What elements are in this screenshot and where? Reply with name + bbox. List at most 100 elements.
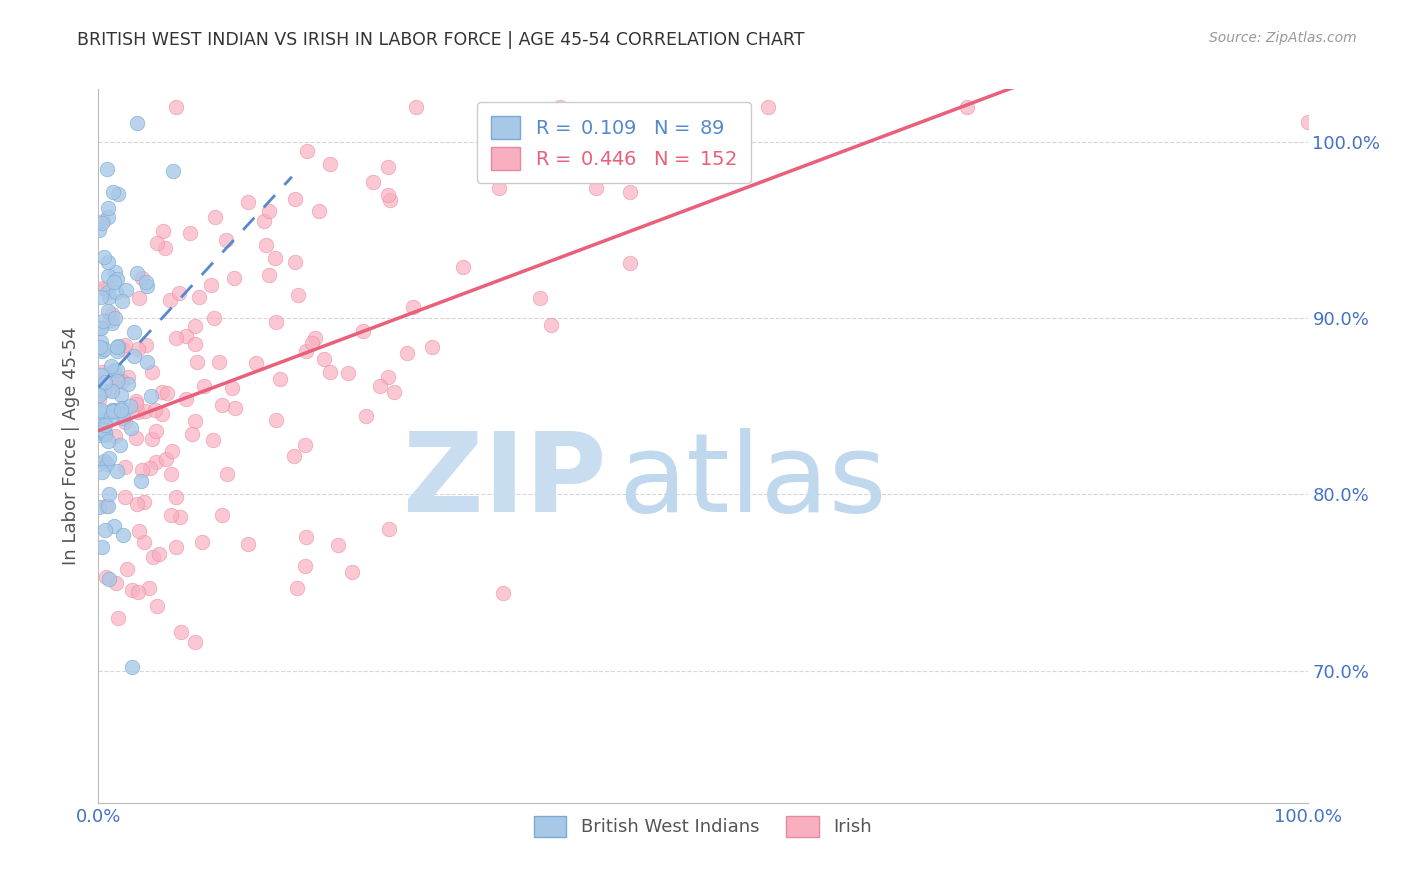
- Point: [97, 285, 120, 299]
- Point: [211, 398, 233, 412]
- Point: [187, 290, 209, 304]
- Point: [94, 428, 117, 442]
- Point: [132, 534, 155, 549]
- Point: [165, 100, 187, 114]
- Point: [956, 100, 979, 114]
- Point: [135, 338, 157, 352]
- Point: [150, 407, 173, 421]
- Point: [451, 260, 474, 274]
- Point: [111, 411, 134, 425]
- Point: [160, 508, 183, 523]
- Point: [93, 426, 115, 441]
- Point: [105, 464, 128, 478]
- Point: [127, 585, 149, 599]
- Point: [146, 235, 169, 250]
- Point: [193, 379, 215, 393]
- Point: [89, 321, 111, 335]
- Point: [139, 388, 162, 402]
- Point: [156, 386, 179, 401]
- Point: [107, 374, 129, 388]
- Point: [97, 268, 120, 283]
- Point: [87, 428, 110, 442]
- Point: [294, 559, 316, 574]
- Point: [97, 303, 120, 318]
- Point: [259, 268, 281, 282]
- Point: [90, 321, 112, 335]
- Point: [165, 331, 187, 345]
- Point: [224, 401, 246, 415]
- Point: [141, 433, 163, 447]
- Point: [100, 410, 122, 425]
- Point: [122, 349, 145, 363]
- Point: [101, 404, 124, 418]
- Point: [184, 337, 207, 351]
- Point: [97, 434, 120, 448]
- Point: [112, 342, 135, 356]
- Point: [319, 366, 342, 380]
- Point: [100, 359, 122, 373]
- Point: [170, 624, 193, 639]
- Point: [97, 201, 120, 215]
- Point: [336, 366, 359, 380]
- Point: [165, 490, 187, 504]
- Point: [191, 535, 214, 549]
- Point: [295, 343, 318, 358]
- Point: [114, 490, 136, 504]
- Point: [111, 407, 134, 421]
- Point: [127, 342, 149, 356]
- Point: [107, 611, 129, 625]
- Point: [105, 576, 128, 591]
- Point: [90, 368, 112, 382]
- Point: [93, 454, 115, 468]
- Point: [252, 214, 274, 228]
- Point: [585, 180, 607, 194]
- Point: [162, 164, 184, 178]
- Point: [208, 354, 231, 368]
- Point: [89, 340, 111, 354]
- Point: [128, 524, 150, 538]
- Point: [97, 499, 120, 513]
- Point: [200, 278, 222, 293]
- Point: [238, 195, 260, 210]
- Point: [319, 157, 342, 171]
- Point: [548, 100, 571, 114]
- Point: [420, 340, 443, 354]
- Point: [125, 431, 148, 445]
- Point: [184, 319, 207, 334]
- Point: [89, 417, 111, 432]
- Point: [354, 409, 377, 423]
- Point: [97, 210, 120, 224]
- Point: [285, 581, 308, 595]
- Point: [135, 279, 157, 293]
- Text: ZIP: ZIP: [404, 428, 606, 535]
- Point: [103, 275, 125, 289]
- Point: [295, 144, 318, 158]
- Point: [179, 227, 201, 241]
- Point: [515, 166, 537, 180]
- Point: [90, 402, 112, 417]
- Point: [103, 362, 125, 376]
- Point: [114, 459, 136, 474]
- Point: [283, 449, 305, 463]
- Point: [111, 294, 134, 309]
- Point: [353, 324, 375, 338]
- Point: [110, 375, 132, 389]
- Point: [100, 316, 122, 330]
- Point: [91, 314, 114, 328]
- Point: [103, 185, 125, 199]
- Point: [120, 420, 142, 434]
- Point: [135, 355, 157, 369]
- Point: [326, 538, 349, 552]
- Point: [174, 392, 197, 407]
- Point: [257, 204, 280, 219]
- Point: [304, 331, 326, 345]
- Point: [184, 634, 207, 648]
- Text: BRITISH WEST INDIAN VS IRISH IN LABOR FORCE | AGE 45-54 CORRELATION CHART: BRITISH WEST INDIAN VS IRISH IN LABOR FO…: [77, 31, 804, 49]
- Point: [127, 405, 149, 419]
- Point: [97, 254, 120, 268]
- Point: [377, 188, 399, 202]
- Point: [143, 403, 166, 417]
- Point: [139, 461, 162, 475]
- Point: [287, 287, 309, 301]
- Point: [91, 540, 114, 554]
